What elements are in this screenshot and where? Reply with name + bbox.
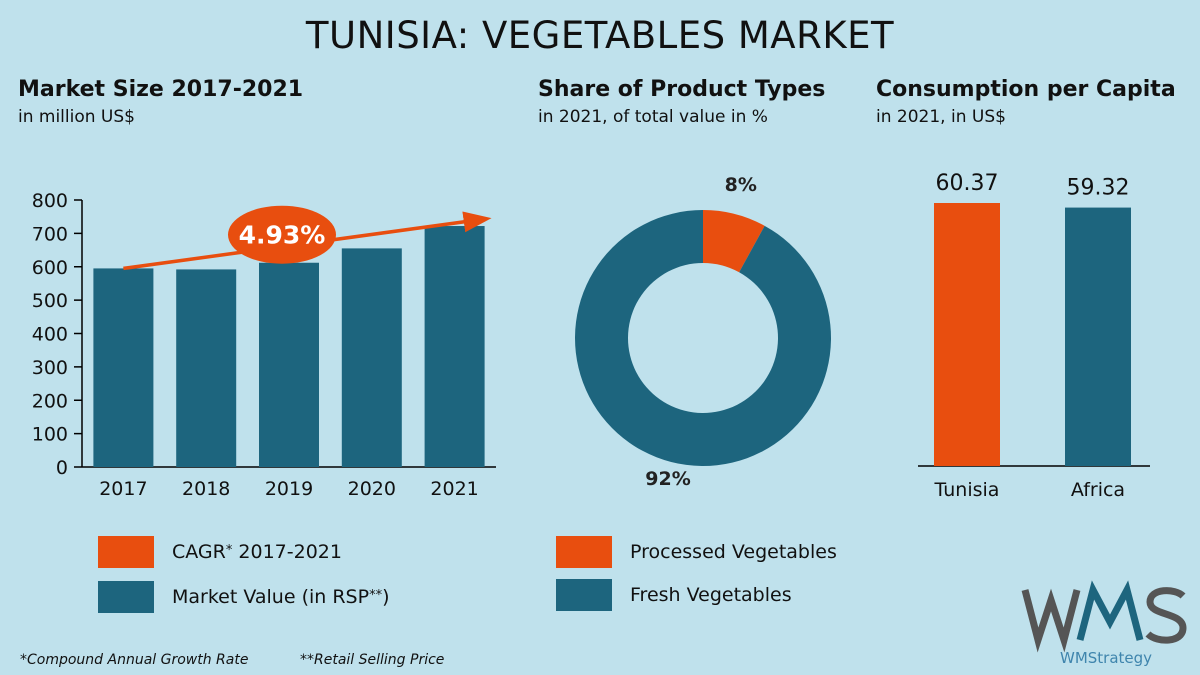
- legend-cagr-label: CAGR: [172, 541, 226, 563]
- legend-market-close: ): [382, 586, 390, 608]
- y-tick-label: 800: [32, 190, 68, 212]
- y-tick-label: 400: [32, 324, 68, 346]
- cagr-value: 4.93%: [239, 221, 326, 250]
- bar-2019: [259, 262, 319, 467]
- wms-logo: [1021, 580, 1187, 653]
- y-tick-label: 200: [32, 390, 68, 412]
- bar-2020: [341, 248, 402, 467]
- x-tick-label: 2018: [182, 478, 230, 500]
- bar-2017: [93, 268, 154, 467]
- product-share-donut: 8% 92%: [575, 174, 832, 490]
- footnote-cagr: *Compound Annual Growth Rate: [20, 652, 249, 668]
- legend-market-value-swatch: [98, 581, 154, 613]
- bar-2018: [176, 269, 237, 467]
- legend-cagr-footnote-mark: *: [225, 542, 233, 558]
- capita-value-tunisia: 60.37: [936, 171, 999, 196]
- market-size-title: Market Size 2017-2021: [18, 77, 304, 102]
- capita-bar-africa: [1065, 207, 1131, 467]
- market-size-subtitle: in million US$: [18, 107, 135, 127]
- x-tick-label: 2020: [348, 478, 396, 500]
- legend-processed: Processed Vegetables: [556, 536, 837, 568]
- legend-cagr: CAGR * 2017-2021: [98, 536, 342, 568]
- x-tick-label: 2019: [265, 478, 313, 500]
- market-size-chart: 0 100 200 300 400 500 600 700 800 2017 2018 2019 202…: [32, 190, 496, 500]
- legend-fresh-label: Fresh Vegetables: [630, 584, 792, 606]
- y-tick-label: 600: [32, 257, 68, 279]
- donut-label-fresh: 92%: [645, 468, 690, 490]
- page-title: TUNISIA: VEGETABLES MARKET: [305, 14, 895, 57]
- legend-market-value: Market Value (in RSP **): [98, 581, 389, 613]
- x-tick-label: 2021: [430, 478, 478, 500]
- bar-2021: [424, 226, 485, 467]
- capita-category-tunisia: Tunisia: [934, 479, 1000, 501]
- footnote-rsp: **Retail Selling Price: [300, 652, 445, 668]
- y-tick-label: 500: [32, 290, 68, 312]
- y-tick-label: 100: [32, 424, 68, 446]
- legend-cagr-swatch: [98, 536, 154, 568]
- y-tick-label: 300: [32, 357, 68, 379]
- legend-market-value-label: Market Value (in RSP: [172, 586, 370, 608]
- legend-processed-swatch: [556, 536, 612, 568]
- consumption-chart: 60.37 Tunisia 59.32 Africa: [918, 171, 1150, 501]
- legend-market-footnote-mark: **: [369, 587, 383, 603]
- legend-fresh-swatch: [556, 579, 612, 611]
- cagr-badge: [228, 205, 336, 264]
- x-tick-label: 2017: [99, 478, 147, 500]
- capita-category-africa: Africa: [1071, 479, 1125, 501]
- product-share-title: Share of Product Types: [538, 77, 826, 102]
- product-share-subtitle: in 2021, of total value in %: [538, 107, 768, 127]
- donut-slice-fresh: [575, 210, 832, 466]
- capita-bar-tunisia: [934, 203, 1000, 466]
- donut-label-processed: 8%: [725, 174, 757, 196]
- legend-processed-label: Processed Vegetables: [630, 541, 837, 563]
- legend-fresh: Fresh Vegetables: [556, 579, 792, 611]
- consumption-title: Consumption per Capita: [876, 77, 1176, 102]
- y-tick-label: 700: [32, 223, 68, 245]
- donut-slice-processed: [703, 210, 765, 273]
- y-tick-label: 0: [56, 457, 68, 479]
- capita-value-africa: 59.32: [1067, 176, 1130, 201]
- legend-cagr-years: 2017-2021: [232, 541, 342, 563]
- consumption-subtitle: in 2021, in US$: [876, 107, 1006, 127]
- brand-name: WMStrategy: [1060, 649, 1153, 667]
